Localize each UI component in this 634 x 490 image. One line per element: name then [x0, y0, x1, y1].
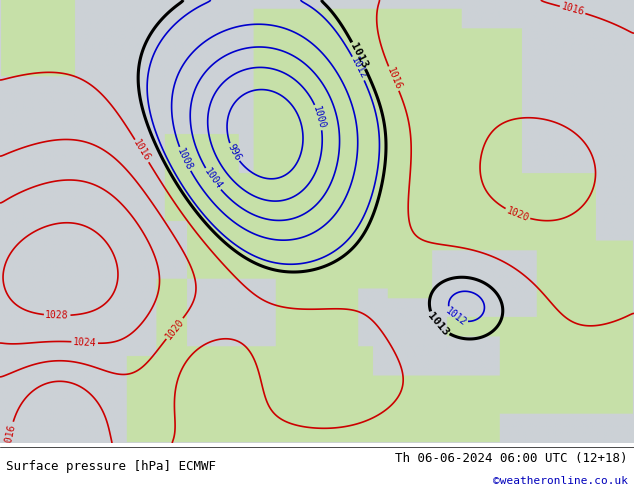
Text: 1020: 1020: [164, 316, 186, 341]
Text: 1013: 1013: [425, 311, 451, 338]
Text: 1024: 1024: [73, 337, 97, 348]
Text: ©weatheronline.co.uk: ©weatheronline.co.uk: [493, 476, 628, 486]
Text: 1028: 1028: [45, 310, 69, 320]
Text: 1020: 1020: [505, 205, 530, 223]
Text: 1004: 1004: [202, 167, 224, 192]
Text: 1000: 1000: [311, 105, 327, 130]
Text: 1016: 1016: [560, 2, 585, 18]
Text: 1016: 1016: [385, 66, 403, 91]
Text: 1012: 1012: [443, 306, 468, 328]
Text: 1013: 1013: [348, 41, 370, 70]
Text: Surface pressure [hPa] ECMWF: Surface pressure [hPa] ECMWF: [6, 460, 216, 473]
Text: 996: 996: [225, 142, 243, 163]
Text: 1016: 1016: [3, 422, 18, 447]
Text: Th 06-06-2024 06:00 UTC (12+18): Th 06-06-2024 06:00 UTC (12+18): [395, 452, 628, 465]
Text: 1008: 1008: [175, 147, 194, 172]
Text: 1016: 1016: [131, 138, 152, 164]
Text: 1012: 1012: [349, 56, 368, 81]
